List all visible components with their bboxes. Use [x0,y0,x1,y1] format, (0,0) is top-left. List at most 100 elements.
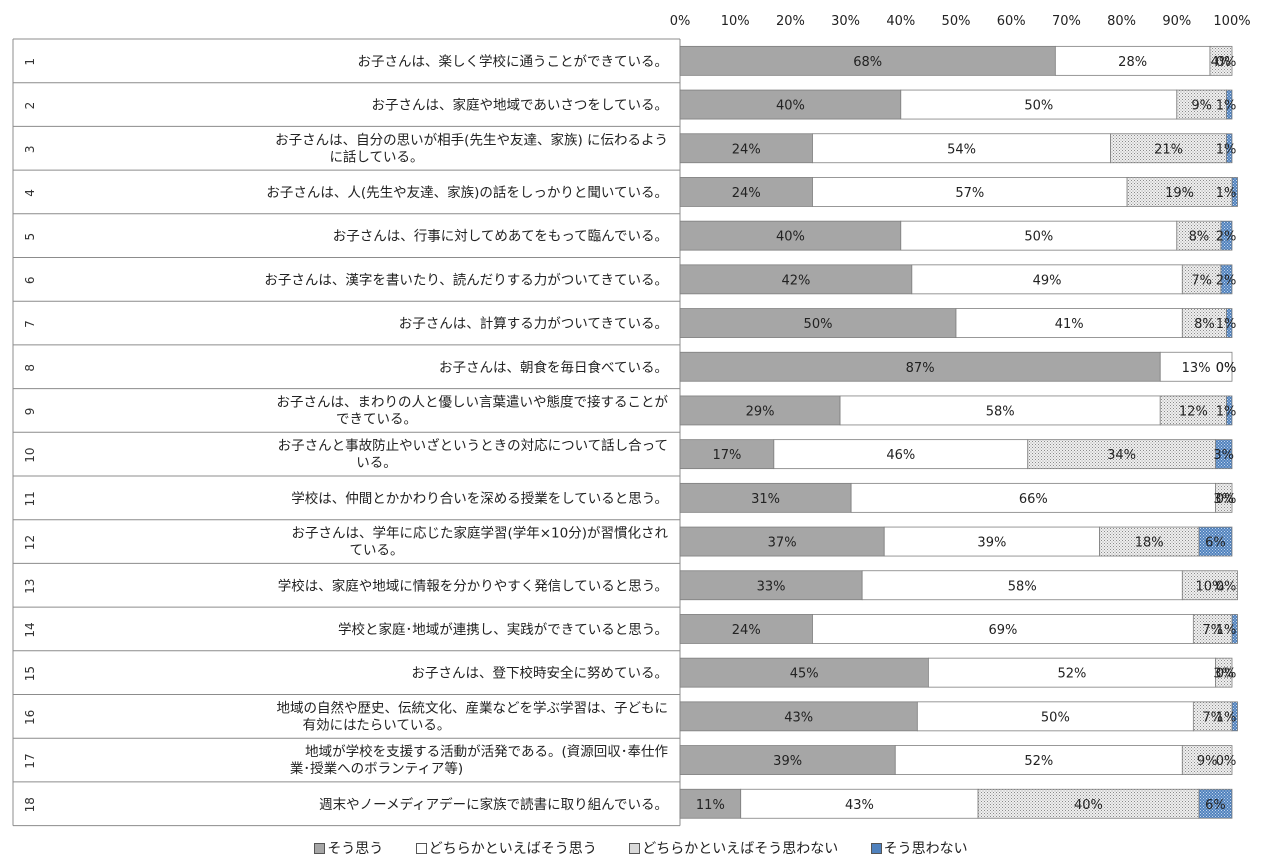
question-text: 地域の自然や歴史、伝統文化、産業などを学ぶ学習は、子どもに [277,699,669,716]
bar-segment [916,701,1194,732]
bar-value-label: 52% [1057,667,1086,682]
bar-value-label: 17% [712,448,741,463]
x-tick-label: 70% [1052,14,1081,29]
bar-segment [679,482,852,513]
bar-segment [900,89,1178,120]
question-number: 8 [23,364,37,372]
bar-value-label: 0% [1216,754,1237,769]
bar-value-label: 24% [732,623,761,638]
bar-value-label: 12% [1179,404,1208,419]
question-number: 18 [23,797,37,812]
bar-segment [894,745,1183,775]
bar-value-label: 43% [845,798,874,813]
bar-segment [773,439,1029,470]
x-tick-label: 10% [721,14,750,29]
bar-segment [955,308,1183,338]
bar-segment [850,482,1216,513]
question-text: お子さんは、楽しく学校に通うことができている。 [358,53,669,70]
bar-segment [1231,701,1238,732]
bar-value-label: 8% [1194,317,1215,332]
bar-value-label: 28% [1118,55,1147,70]
bar-value-label: 40% [776,99,805,114]
bar-value-label: 33% [757,579,786,594]
question-number: 15 [23,666,37,681]
bar-value-label: 49% [1033,273,1062,288]
bar-segment [740,788,979,819]
bar-value-label: 24% [732,186,761,201]
question-text: 地域が学校を支援する活動が活発である。(資源回収･奉仕作 [305,743,668,760]
bar-value-label: 1% [1216,404,1237,419]
x-tick-label: 50% [942,14,971,29]
x-tick-label: 60% [997,14,1026,29]
bar-value-label: 69% [988,623,1017,638]
bar-segment [679,788,742,819]
bar-value-label: 1% [1216,142,1237,157]
bar-segment [679,701,918,732]
legend-item-disagree: そう思わない [870,838,968,858]
bar-segment [1231,614,1238,644]
bar-value-label: 2% [1216,230,1237,245]
question-text: 週末やノーメディアデーに家族で読書に取り組んでいる。 [319,796,668,813]
x-tick-label: 80% [1107,14,1136,29]
bar-segment [812,133,1111,164]
bar-value-label: 50% [1041,710,1070,725]
bar-segment [1176,89,1227,120]
bar-segment [1220,220,1233,251]
legend-label-somewhat-disagree: どちらかといえばそう思わない [642,841,839,857]
question-text: お子さんは、行事に対してめあてをもって臨んでいる。 [333,229,668,245]
bar-segment [1099,526,1200,557]
bar-segment [679,614,813,644]
bar-value-label: 4% [1211,55,1232,70]
bar-segment [1159,395,1227,426]
bar-value-label: 21% [1154,142,1183,157]
question-number: 6 [23,277,37,285]
bar-value-label: 7% [1202,623,1223,638]
bar-segment [1220,264,1233,295]
bar-segment [679,220,902,251]
bar-value-label: 2% [1216,273,1237,288]
bar-segment [911,264,1183,295]
question-number: 7 [23,320,37,328]
question-text: お子さんは、自分の思いが相手(先生や友達、家族) に伝わるよう [275,131,668,148]
bar-segment [679,308,957,338]
bar-value-label: 58% [986,404,1015,419]
bar-value-label: 45% [790,667,819,682]
bar-segment [861,570,1183,601]
bar-value-label: 31% [751,492,780,507]
question-number: 12 [23,535,37,550]
question-number: 4 [23,189,37,197]
bar-value-label: 6% [1205,798,1226,813]
bar-segment [679,133,813,164]
bar-segment [1226,395,1233,426]
bar-value-label: 1% [1216,623,1237,638]
category-labels: 1 お子さんは、楽しく学校に通うことができている。 2 お子さんは、家庭や地域であいさ… [12,38,681,827]
legend-item-agree: そう思う [314,838,383,858]
legend-swatch-somewhat-disagree [629,842,641,854]
question-text: お子さんは、登下校時安全に努めている。 [412,665,669,682]
bar-segment [1159,351,1233,382]
question-text-line2: できている。 [336,411,417,427]
x-tick-label: 40% [886,14,915,29]
bar-value-label: 9% [1197,754,1218,769]
bar-segment [1226,89,1233,120]
bar-segment [1215,482,1233,513]
bar-value-label: 50% [1024,99,1053,114]
x-tick-label: 90% [1162,14,1191,29]
bar-segment [1126,177,1233,207]
bar-value-label: 3% [1213,448,1234,463]
question-text-line2: 業･授業へのボランティア等) [290,760,463,777]
bar-segment [1176,220,1222,251]
bar-value-label: 3% [1213,667,1234,682]
question-text: 学校と家庭･地域が連携し、実践ができていると思う。 [338,621,668,638]
question-number: 14 [23,622,37,637]
bar-value-label: 39% [977,536,1006,551]
bars: 68% 28% 4%0%40% 50% 9% 1%24% 54% 21% 1%24% 57% 19%… [679,45,1238,819]
question-number: 17 [23,753,37,768]
legend-label-agree: そう思う [327,841,384,857]
bar-value-label: 0% [1216,361,1237,376]
x-tick-label: 30% [831,14,860,29]
question-number: 5 [23,233,37,241]
bar-segment [1027,439,1216,470]
question-text: お子さんは、学年に応じた家庭学習(学年×10分)が習慣化され [291,525,668,542]
